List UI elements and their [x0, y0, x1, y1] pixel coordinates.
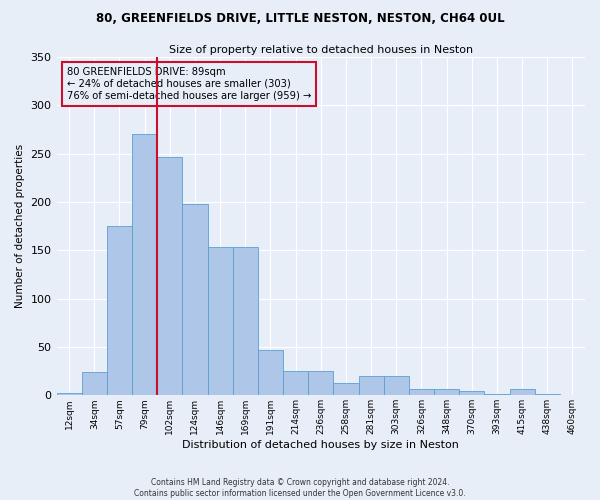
Text: Contains HM Land Registry data © Crown copyright and database right 2024.
Contai: Contains HM Land Registry data © Crown c… [134, 478, 466, 498]
Bar [334, 382, 359, 396]
Bar [107, 226, 132, 396]
Title: Size of property relative to detached houses in Neston: Size of property relative to detached ho… [169, 45, 473, 55]
Bar [182, 204, 208, 396]
Bar [409, 390, 434, 396]
Bar [459, 392, 484, 396]
Bar [56, 394, 82, 396]
Bar [157, 156, 182, 396]
Bar [535, 394, 560, 396]
Bar [484, 394, 509, 396]
Bar [208, 246, 233, 396]
Bar [509, 390, 535, 396]
Text: 80, GREENFIELDS DRIVE, LITTLE NESTON, NESTON, CH64 0UL: 80, GREENFIELDS DRIVE, LITTLE NESTON, NE… [95, 12, 505, 26]
Bar [258, 350, 283, 396]
Bar [233, 246, 258, 396]
Text: 80 GREENFIELDS DRIVE: 89sqm
← 24% of detached houses are smaller (303)
76% of se: 80 GREENFIELDS DRIVE: 89sqm ← 24% of det… [67, 68, 311, 100]
X-axis label: Distribution of detached houses by size in Neston: Distribution of detached houses by size … [182, 440, 459, 450]
Bar [383, 376, 409, 396]
Bar [359, 376, 383, 396]
Bar [434, 388, 459, 396]
Bar [132, 134, 157, 396]
Bar [283, 371, 308, 396]
Bar [82, 372, 107, 396]
Bar [308, 371, 334, 396]
Y-axis label: Number of detached properties: Number of detached properties [15, 144, 25, 308]
